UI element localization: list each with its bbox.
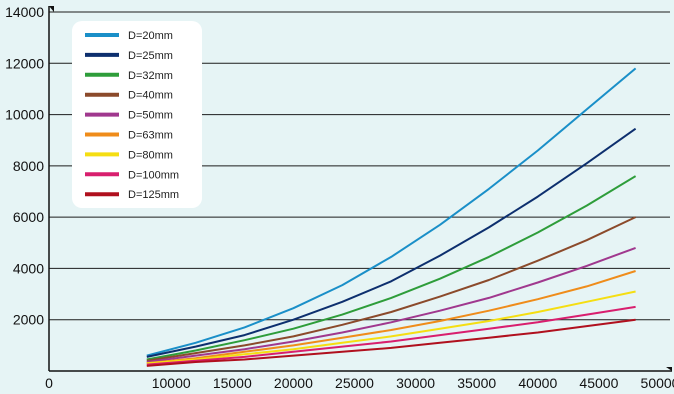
legend-box xyxy=(72,21,202,208)
x-tick-label: 15000 xyxy=(213,375,252,391)
legend-label: D=63mm xyxy=(128,130,173,142)
x-tick-label: 10000 xyxy=(152,375,191,391)
y-tick-label: 6000 xyxy=(13,209,44,225)
series-line xyxy=(146,127,637,358)
legend: D=20mm D=25mm D=32mm D=40mm D=50mm D=63mm D=80… xyxy=(72,21,202,208)
y-tick-label: 14000 xyxy=(5,4,44,20)
series-line xyxy=(146,290,636,365)
tick-labels: 2000 4000 6000 8000 10000 12000 14000 0 10000 150… xyxy=(5,4,674,391)
y-tick-label: 8000 xyxy=(13,158,44,174)
series-line xyxy=(146,305,636,366)
series-line xyxy=(146,175,637,361)
y-tick-label: 2000 xyxy=(13,312,44,328)
series-lines xyxy=(146,67,637,367)
y-axis-arrow xyxy=(49,6,54,12)
legend-label: D=25mm xyxy=(128,50,173,62)
x-tick-label: 0 xyxy=(45,375,53,391)
legend-label: D=32mm xyxy=(128,70,173,82)
x-tick-label: 30000 xyxy=(396,375,435,391)
x-tick-label: 50000 xyxy=(641,375,674,391)
series-line xyxy=(146,67,637,357)
x-tick-label: 40000 xyxy=(518,375,557,391)
series-line xyxy=(146,270,636,365)
x-tick-label: 25000 xyxy=(335,375,374,391)
x-tick-label: 35000 xyxy=(457,375,496,391)
series-line xyxy=(146,318,636,367)
series-line xyxy=(146,246,636,363)
axes xyxy=(48,6,672,372)
legend-label: D=125mm xyxy=(128,189,179,201)
legend-label: D=50mm xyxy=(128,110,173,122)
x-tick-label: 20000 xyxy=(274,375,313,391)
x-axis-arrow xyxy=(666,367,672,371)
y-tick-label: 12000 xyxy=(5,55,44,71)
legend-label: D=40mm xyxy=(128,90,173,102)
series-line xyxy=(146,216,637,362)
x-tick-label: 45000 xyxy=(579,375,618,391)
legend-label: D=100mm xyxy=(128,169,179,181)
legend-label: D=20mm xyxy=(128,30,173,42)
y-tick-label: 10000 xyxy=(5,107,44,123)
y-tick-label: 4000 xyxy=(13,260,44,276)
legend-label: D=80mm xyxy=(128,149,173,161)
